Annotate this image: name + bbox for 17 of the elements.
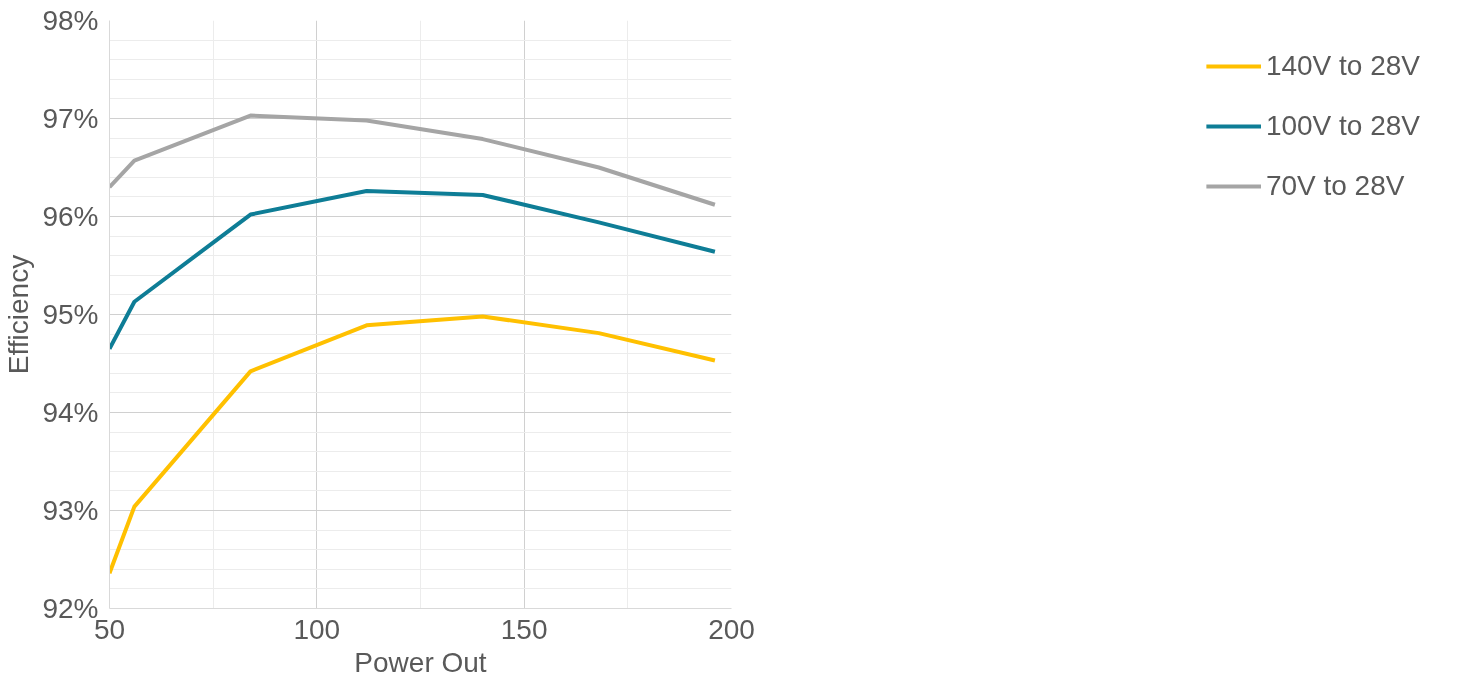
y-tick-label: 97% [42, 103, 99, 134]
x-axis-title: Power Out [354, 646, 487, 678]
y-tick-label: 95% [42, 299, 99, 330]
y-tick-label: 93% [42, 495, 99, 526]
x-tick-label: 150 [500, 613, 548, 645]
legend-label: 100V to 28V [1265, 110, 1420, 142]
legend-label: 140V to 28V [1265, 50, 1420, 82]
legend-label: 70V to 28V [1265, 170, 1405, 202]
x-tick-label: 200 [708, 613, 755, 645]
x-tick-label: 100 [293, 613, 341, 645]
y-tick-label: 94% [42, 397, 99, 428]
line-series [109, 189, 717, 351]
y-tick-label: 98% [42, 5, 99, 36]
y-axis-title: Efficiency [3, 254, 35, 375]
line-series [109, 314, 717, 576]
line-series [109, 113, 717, 207]
y-tick-label: 96% [42, 201, 99, 232]
